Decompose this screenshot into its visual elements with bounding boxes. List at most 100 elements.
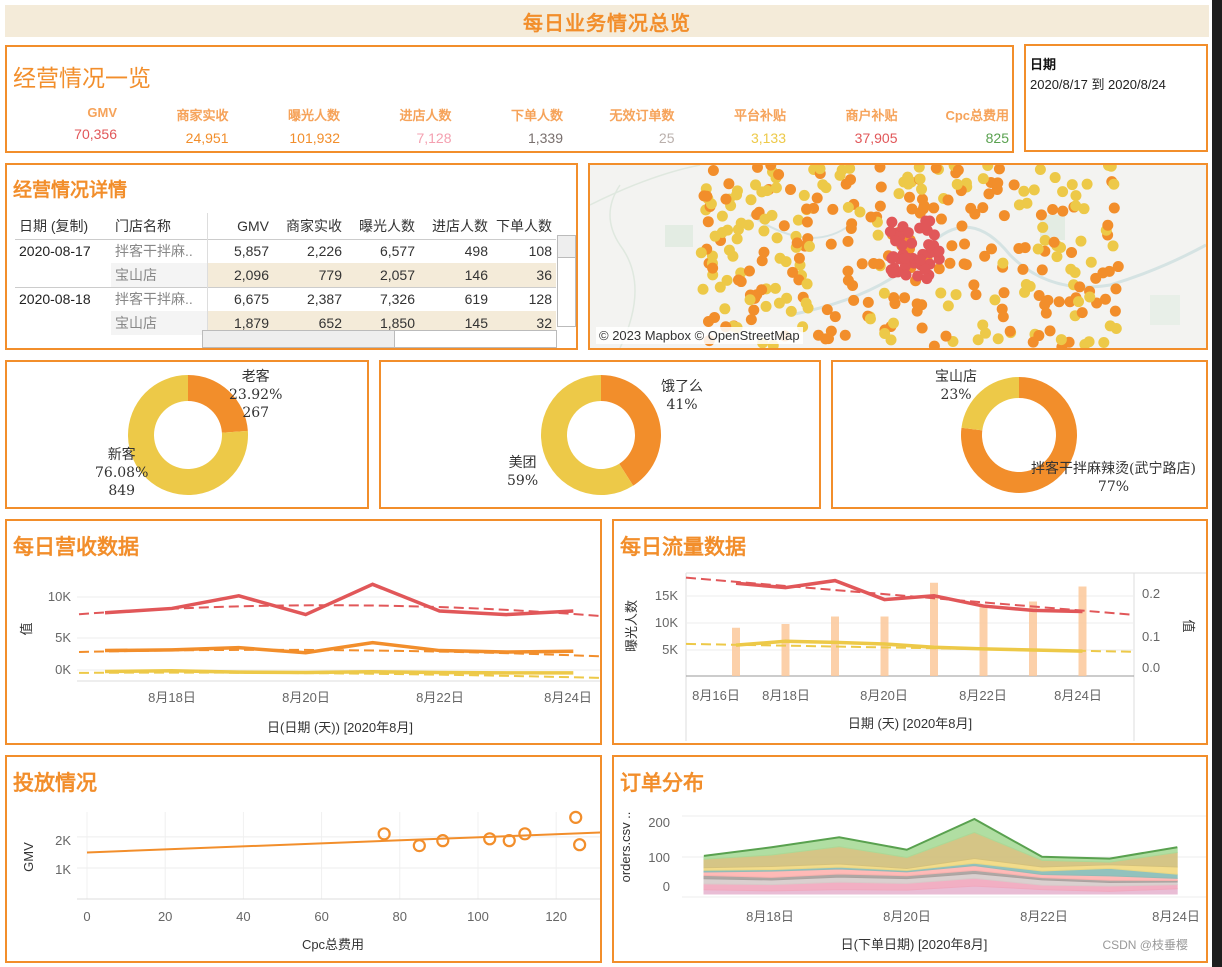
table-row[interactable]: 2020-08-17 拌客干拌麻.. 5,857 2,226 6,577 498… — [15, 238, 556, 263]
kpi-value: 7,128 — [416, 130, 452, 146]
horizontal-scrollbar[interactable] — [202, 330, 557, 348]
customer-type-donut[interactable] — [7, 362, 367, 507]
ads-x-axis-title: Cpc总费用 — [302, 937, 364, 952]
scatter-point[interactable] — [573, 838, 587, 852]
store-donut[interactable] — [833, 362, 1206, 507]
svg-text:8月20日: 8月20日 — [282, 690, 330, 705]
map-canvas[interactable] — [590, 165, 1206, 348]
platform-donut[interactable] — [381, 362, 819, 507]
ads-scatter-chart[interactable]: GMV 2K 1K 0 20 40 60 80 100 120 Cpc总费用 — [7, 757, 600, 961]
svg-text:80: 80 — [393, 909, 407, 924]
svg-text:8月20日: 8月20日 — [860, 688, 908, 703]
svg-text:8月18日: 8月18日 — [762, 688, 810, 703]
donut-label-baoshan: 宝山店 23% — [935, 369, 977, 403]
svg-text:20: 20 — [158, 909, 172, 924]
store-map[interactable]: © 2023 Mapbox © OpenStreetMap — [588, 163, 1208, 350]
col-store[interactable]: 门店名称 — [111, 213, 208, 239]
platform-donut-panel: 饿了么 41% 美团 59% — [379, 360, 821, 509]
customer-type-donut-panel: 老客 23.92% 267 新客 76.08% 849 — [5, 360, 369, 509]
conversion-bar[interactable] — [880, 616, 889, 677]
scatter-point[interactable] — [518, 827, 532, 841]
conversion-bar[interactable] — [831, 616, 839, 677]
watermark: CSDN @枝垂樱 — [1102, 938, 1188, 952]
scatter-point[interactable] — [483, 832, 497, 846]
detail-panel: 经营情况详情 日期 (复制) 门店名称 GMV 商家实收 曝光人数 进店人数 下… — [5, 163, 578, 350]
svg-text:8月24日: 8月24日 — [1152, 909, 1200, 924]
revenue-chart-title: 每日营收数据 — [13, 535, 139, 559]
donut-label-new: 新客 76.08% 849 — [95, 447, 149, 499]
donut-slice[interactable] — [961, 377, 1077, 493]
svg-text:60: 60 — [314, 909, 328, 924]
trend-line[interactable] — [86, 831, 600, 854]
conversion-bar[interactable] — [1078, 586, 1087, 677]
kpi-item: 进店人数 7,128 — [342, 105, 452, 146]
revenue-line[interactable] — [104, 668, 574, 675]
kpi-item: 商户补贴 37,905 — [788, 105, 898, 146]
revenue-line[interactable] — [104, 582, 574, 617]
table-row[interactable]: 宝山店 2,096 779 2,057 146 36 — [15, 263, 556, 287]
conversion-bar[interactable] — [732, 627, 740, 676]
traffic-chart[interactable]: 曝光人数 值 15K 10K 5K 0.2 0.1 0.0 8月16日 8月18… — [614, 521, 1206, 743]
ads-chart-panel: 投放情况 GMV 2K 1K 0 20 40 60 80 100 120 Cpc总费用 — [5, 755, 602, 963]
table-row[interactable]: 2020-08-18 拌客干拌麻.. 6,675 2,387 7,326 619… — [15, 286, 556, 311]
scatter-point[interactable] — [436, 834, 450, 848]
svg-text:2K: 2K — [55, 833, 71, 848]
svg-text:0.1: 0.1 — [1142, 629, 1160, 644]
kpi-item: 无效订单数 25 — [565, 105, 674, 146]
revenue-y-axis-title: 值 — [19, 622, 34, 635]
col-date[interactable]: 日期 (复制) — [19, 217, 89, 234]
kpi-value: 70,356 — [74, 126, 117, 142]
conversion-bar[interactable] — [1029, 601, 1037, 677]
donut-slice[interactable] — [601, 375, 661, 486]
kpi-value: 37,905 — [854, 130, 898, 146]
vertical-scroll-thumb[interactable] — [558, 236, 575, 258]
svg-text:10K: 10K — [48, 589, 71, 604]
kpi-item: GMV 70,356 — [7, 105, 117, 142]
scatter-point[interactable] — [502, 834, 516, 848]
revenue-chart[interactable]: 值 10K 5K 0K 8月18日 8月20日 8月22日 8月24日 日(日期… — [7, 521, 600, 743]
conversion-bar[interactable] — [781, 624, 790, 676]
svg-text:1K: 1K — [55, 862, 71, 877]
vertical-scrollbar[interactable] — [557, 235, 576, 327]
col-income[interactable]: 商家实收 — [286, 217, 342, 234]
kpi-value: 101,932 — [289, 130, 340, 146]
svg-text:100: 100 — [648, 850, 670, 865]
ads-chart-title: 投放情况 — [13, 771, 97, 795]
donut-label-meituan: 美团 59% — [507, 455, 539, 489]
col-visits[interactable]: 进店人数 — [432, 217, 488, 234]
kpi-item: 平台补贴 3,133 — [676, 105, 786, 146]
donut-slice[interactable] — [188, 375, 248, 433]
svg-text:8月24日: 8月24日 — [544, 690, 592, 705]
scatter-point[interactable] — [377, 827, 391, 841]
scatter-point[interactable] — [412, 839, 426, 853]
conversion-bar[interactable] — [930, 582, 938, 676]
window-edge — [1212, 0, 1222, 967]
donut-slice[interactable] — [961, 377, 1019, 431]
svg-text:0: 0 — [83, 909, 90, 924]
col-gmv[interactable]: GMV — [237, 217, 269, 234]
revenue-line[interactable] — [104, 640, 574, 655]
svg-text:8月24日: 8月24日 — [1054, 688, 1102, 703]
col-orders[interactable]: 下单人数 — [496, 217, 552, 234]
dashboard-title: 每日业务情况总览 — [523, 12, 691, 35]
conversion-bar[interactable] — [979, 605, 988, 676]
donut-slice[interactable] — [541, 375, 634, 495]
scatter-point[interactable] — [569, 810, 583, 824]
date-filter[interactable]: 日期 2020/8/17 到 2020/8/24 — [1024, 44, 1208, 152]
orders-area-chart[interactable]: orders.csv .. 200 100 0 8月18日 8月20日 8月22… — [614, 757, 1206, 961]
horizontal-scroll-thumb[interactable] — [203, 331, 395, 347]
traffic-chart-panel: 每日流量数据 曝光人数 值 15K 10K 5K 0.2 0.1 0.0 8月1… — [612, 519, 1208, 745]
col-exposure[interactable]: 曝光人数 — [359, 217, 415, 234]
date-filter-value[interactable]: 2020/8/17 到 2020/8/24 — [1030, 77, 1166, 92]
kpi-label: 商家实收 — [176, 108, 229, 123]
svg-text:8月18日: 8月18日 — [746, 909, 794, 924]
traffic-y-axis-title: 曝光人数 — [624, 600, 639, 652]
kpi-item: 下单人数 1,339 — [453, 105, 563, 146]
revenue-chart-panel: 每日营收数据 值 10K 5K 0K 8月18日 8月20日 8月22日 8月2… — [5, 519, 602, 745]
svg-text:0.0: 0.0 — [1142, 660, 1160, 675]
map-credit: © 2023 Mapbox © OpenStreetMap — [596, 327, 803, 344]
overview-panel: 经营情况一览 GMV 70,356 商家实收 24,951 曝光人数 101,932 进店人… — [5, 45, 1014, 153]
svg-text:8月18日: 8月18日 — [148, 690, 196, 705]
kpi-value: 3,133 — [750, 130, 786, 146]
donut-slice[interactable] — [128, 375, 248, 495]
